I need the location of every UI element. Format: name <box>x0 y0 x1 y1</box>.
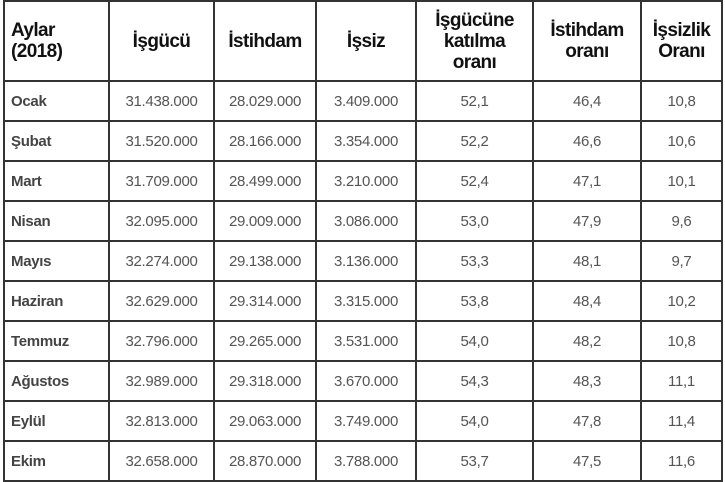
cell-participation-rate: 52,1 <box>415 80 534 122</box>
cell-participation-rate: 52,2 <box>415 120 534 162</box>
cell-employment-rate: 47,9 <box>532 200 642 242</box>
cell-unemployment-rate: 10,2 <box>640 280 723 322</box>
cell-employment: 29.009.000 <box>213 200 317 242</box>
table-row: Ekim 32.658.000 28.870.000 3.788.000 53,7 47,… <box>3 440 723 482</box>
cell-employment-rate: 48,2 <box>532 320 642 362</box>
cell-participation-rate: 53,7 <box>415 440 534 482</box>
cell-labor-force: 32.796.000 <box>108 320 215 362</box>
cell-participation-rate: 53,3 <box>415 240 534 282</box>
cell-unemployment-rate: 10,1 <box>640 160 723 202</box>
cell-participation-rate: 53,0 <box>415 200 534 242</box>
table-row: Nisan 32.095.000 29.009.000 3.086.000 53,0 47… <box>3 200 723 242</box>
header-months: Aylar (2018) <box>3 0 110 82</box>
month-cell: Eylül <box>3 400 110 442</box>
table-row: Temmuz 32.796.000 29.265.000 3.531.000 54,0 4… <box>3 320 723 362</box>
table-row: Mayıs 32.274.000 29.138.000 3.136.000 53,3 48… <box>3 240 723 282</box>
cell-employment: 28.029.000 <box>213 80 317 122</box>
header-employment-rate: İstihdam oranı <box>532 0 642 82</box>
cell-employment-rate: 47,8 <box>532 400 642 442</box>
table-row: Haziran 32.629.000 29.314.000 3.315.000 53,8… <box>3 280 723 322</box>
cell-labor-force: 32.658.000 <box>108 440 215 482</box>
cell-unemployment-rate: 11,4 <box>640 400 723 442</box>
cell-unemployed: 3.315.000 <box>315 280 417 322</box>
cell-unemployed: 3.531.000 <box>315 320 417 362</box>
cell-employment-rate: 48,4 <box>532 280 642 322</box>
table-body: Ocak 31.438.000 28.029.000 3.409.000 52,1 46,… <box>3 80 723 482</box>
cell-labor-force: 31.438.000 <box>108 80 215 122</box>
cell-participation-rate: 52,4 <box>415 160 534 202</box>
header-labor-force: İşgücü <box>108 0 215 82</box>
cell-unemployment-rate: 10,8 <box>640 320 723 362</box>
month-cell: Nisan <box>3 200 110 242</box>
month-cell: Mayıs <box>3 240 110 282</box>
cell-labor-force: 32.095.000 <box>108 200 215 242</box>
cell-labor-force: 32.813.000 <box>108 400 215 442</box>
cell-labor-force: 32.274.000 <box>108 240 215 282</box>
cell-participation-rate: 54,0 <box>415 320 534 362</box>
cell-labor-force: 32.989.000 <box>108 360 215 402</box>
month-cell: Şubat <box>3 120 110 162</box>
month-cell: Mart <box>3 160 110 202</box>
cell-participation-rate: 53,8 <box>415 280 534 322</box>
cell-employment-rate: 47,5 <box>532 440 642 482</box>
cell-unemployed: 3.086.000 <box>315 200 417 242</box>
cell-employment: 29.063.000 <box>213 400 317 442</box>
table-row: Eylül 32.813.000 29.063.000 3.749.000 54,0 47… <box>3 400 723 442</box>
cell-unemployment-rate: 10,6 <box>640 120 723 162</box>
cell-employment: 29.138.000 <box>213 240 317 282</box>
month-cell: Haziran <box>3 280 110 322</box>
cell-participation-rate: 54,3 <box>415 360 534 402</box>
month-cell: Ekim <box>3 440 110 482</box>
labor-statistics-table: Aylar (2018) İşgücü İstihdam İşsiz İşgücüne ka… <box>3 0 723 482</box>
cell-unemployment-rate: 11,1 <box>640 360 723 402</box>
cell-employment: 29.265.000 <box>213 320 317 362</box>
cell-unemployment-rate: 9,7 <box>640 240 723 282</box>
cell-unemployed: 3.670.000 <box>315 360 417 402</box>
cell-labor-force: 32.629.000 <box>108 280 215 322</box>
cell-labor-force: 31.709.000 <box>108 160 215 202</box>
cell-employment-rate: 46,6 <box>532 120 642 162</box>
cell-unemployed: 3.354.000 <box>315 120 417 162</box>
cell-employment: 28.499.000 <box>213 160 317 202</box>
cell-unemployed: 3.749.000 <box>315 400 417 442</box>
table-row: Ağustos 32.989.000 29.318.000 3.670.000 54,3… <box>3 360 723 402</box>
cell-unemployment-rate: 10,8 <box>640 80 723 122</box>
cell-unemployed: 3.409.000 <box>315 80 417 122</box>
cell-employment: 29.314.000 <box>213 280 317 322</box>
header-unemployed: İşsiz <box>315 0 417 82</box>
header-unemployment-rate: İşsizlik Oranı <box>640 0 723 82</box>
table-row: Mart 31.709.000 28.499.000 3.210.000 52,4 47,… <box>3 160 723 202</box>
month-cell: Ocak <box>3 80 110 122</box>
cell-employment: 29.318.000 <box>213 360 317 402</box>
cell-unemployed: 3.788.000 <box>315 440 417 482</box>
cell-employment-rate: 46,4 <box>532 80 642 122</box>
cell-participation-rate: 54,0 <box>415 400 534 442</box>
cell-employment-rate: 48,3 <box>532 360 642 402</box>
cell-unemployed: 3.136.000 <box>315 240 417 282</box>
table-row: Ocak 31.438.000 28.029.000 3.409.000 52,1 46,… <box>3 80 723 122</box>
month-cell: Temmuz <box>3 320 110 362</box>
cell-employment-rate: 48,1 <box>532 240 642 282</box>
cell-unemployed: 3.210.000 <box>315 160 417 202</box>
cell-unemployment-rate: 11,6 <box>640 440 723 482</box>
cell-employment: 28.870.000 <box>213 440 317 482</box>
month-cell: Ağustos <box>3 360 110 402</box>
header-participation-rate: İşgücüne katılma oranı <box>415 0 534 82</box>
cell-employment: 28.166.000 <box>213 120 317 162</box>
cell-employment-rate: 47,1 <box>532 160 642 202</box>
cell-labor-force: 31.520.000 <box>108 120 215 162</box>
table-row: Şubat 31.520.000 28.166.000 3.354.000 52,2 46… <box>3 120 723 162</box>
header-employment: İstihdam <box>213 0 317 82</box>
header-row: Aylar (2018) İşgücü İstihdam İşsiz İşgücüne ka… <box>3 0 723 82</box>
cell-unemployment-rate: 9,6 <box>640 200 723 242</box>
